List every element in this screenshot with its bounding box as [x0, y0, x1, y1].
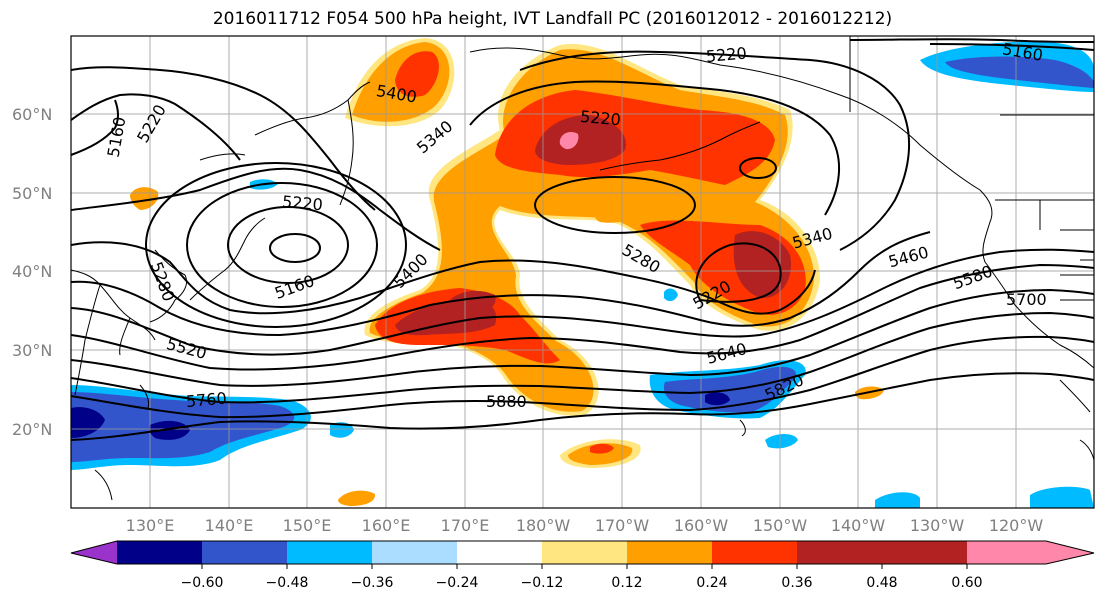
colorbar-label: 0.36: [781, 575, 812, 591]
colorbar-label: −0.24: [436, 575, 479, 591]
contour-low-5220-east: [534, 176, 696, 234]
coast-asia: [71, 249, 188, 396]
lon-label: 170°E: [441, 516, 490, 535]
colorbar-segment: [542, 541, 627, 564]
latitude-labels: 60°N 50°N 40°N 30°N 20°N: [12, 105, 52, 439]
coast-islands: [94, 384, 746, 501]
colorbar-ticks: [201, 564, 968, 569]
colorbar-segment: [287, 541, 372, 564]
colorbar-segment: [117, 541, 202, 564]
lon-label: 130°W: [910, 516, 965, 535]
contour-label: 5220: [579, 107, 621, 129]
colorbar-segment: [457, 541, 542, 564]
colorbar-segment: [882, 541, 967, 564]
colorbar-labels: −0.60 −0.48 −0.36 −0.24 −0.12 0.12 0.24 …: [181, 575, 983, 591]
coast-alaska: [469, 47, 1094, 369]
colorbar-outline: [70, 540, 1095, 565]
lon-label: 160°W: [674, 516, 729, 535]
colorbar-label: 0.48: [866, 575, 897, 591]
contour-label: 5700: [1006, 290, 1047, 309]
colorbar: −0.60 −0.48 −0.36 −0.24 −0.12 0.12 0.24 …: [70, 540, 1095, 591]
coast-kamchatka-okhotsk: [199, 81, 371, 206]
colorbar-segment: [627, 541, 712, 564]
colorbar-label: −0.48: [266, 575, 309, 591]
lon-label: 140°W: [831, 516, 886, 535]
colorbar-extend-low: [71, 541, 117, 564]
height-contours: [71, 38, 1094, 441]
colorbar-label: 0.12: [611, 575, 642, 591]
longitude-labels: 130°E 140°E 150°E 160°E 170°E 180°W 170°…: [126, 516, 1044, 535]
colorbar-segment: [712, 541, 797, 564]
lon-label: 140°E: [205, 516, 254, 535]
lat-label: 50°N: [12, 184, 52, 203]
coast-japan: [189, 217, 266, 301]
contour-label: 5760: [185, 389, 227, 411]
lon-label: 180°W: [516, 516, 571, 535]
lon-label: 130°E: [126, 516, 175, 535]
colorbar-segment: [202, 541, 287, 564]
lat-label: 60°N: [12, 105, 52, 124]
contour-label: 5880: [486, 392, 527, 411]
colorbar-label: −0.60: [181, 575, 224, 591]
lon-label: 170°W: [595, 516, 650, 535]
map-frame: [70, 35, 1095, 509]
colorbar-label: 0.24: [696, 575, 727, 591]
colorbar-segment: [797, 541, 882, 564]
colorbar-label: 0.60: [951, 575, 982, 591]
lat-label: 30°N: [12, 341, 52, 360]
lon-label: 150°E: [283, 516, 332, 535]
map-title: 2016011712 F054 500 hPa height, IVT Land…: [212, 9, 893, 29]
lat-label: 40°N: [12, 262, 52, 281]
contour-label: 5220: [281, 192, 323, 214]
lon-label: 120°W: [989, 516, 1044, 535]
colorbar-segment: [372, 541, 457, 564]
colorbar-extend-high: [967, 541, 1094, 564]
contour-label: 5220: [705, 44, 747, 66]
borders: [849, 36, 1094, 301]
lon-label: 150°W: [753, 516, 808, 535]
lat-label: 20°N: [12, 420, 52, 439]
colorbar-label: −0.36: [351, 575, 394, 591]
colorbar-label: −0.12: [521, 575, 564, 591]
coast-aleutians: [599, 121, 761, 171]
lon-label: 160°E: [362, 516, 411, 535]
contour-low-5160: [269, 233, 321, 263]
